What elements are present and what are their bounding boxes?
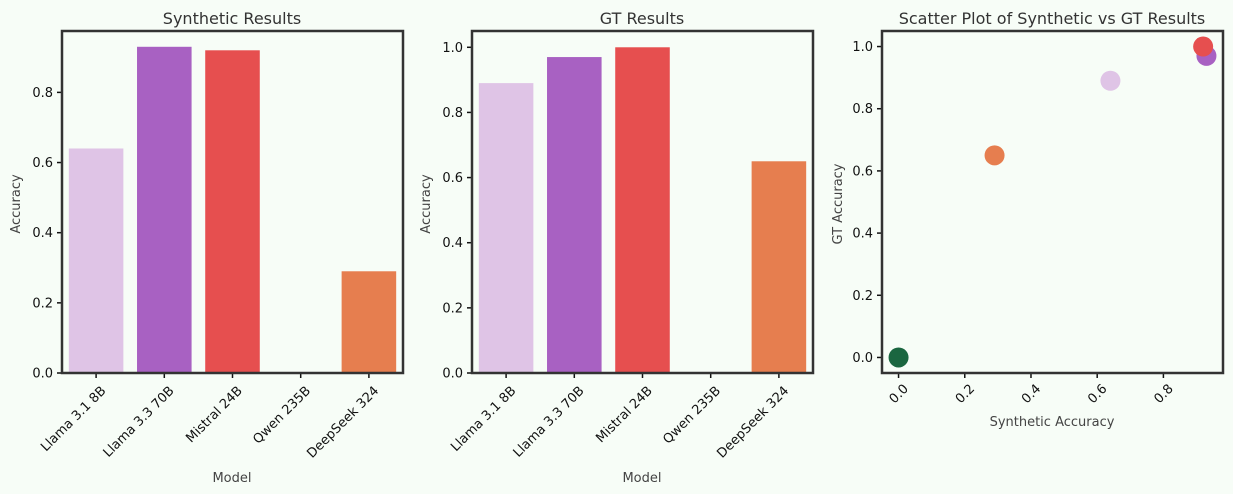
y-tick-label: 0.4 <box>852 227 873 242</box>
x-tick-label: 0.8 <box>1151 382 1176 407</box>
chart-title: Synthetic Results <box>163 9 301 28</box>
x-tick-label: 0.6 <box>1085 382 1110 407</box>
x-tick-label: Llama 3.1 8B <box>448 384 519 455</box>
synthetic-results-chart: Synthetic Results Model Accuracy Llama 3… <box>9 9 405 486</box>
x-tick-label: Qwen 235B <box>250 384 314 448</box>
y-tick-label: 0.2 <box>442 301 463 316</box>
x-tick-label: Llama 3.1 8B <box>38 384 109 455</box>
y-tick-label: 0.6 <box>32 156 53 171</box>
x-tick-label: 0.4 <box>1019 382 1044 407</box>
y-axis-label: Accuracy <box>419 174 434 234</box>
plot-frame <box>470 29 815 375</box>
x-tick-label: Llama 3.3 70B <box>511 384 588 461</box>
x-tick-label: Mistral 24B <box>183 384 245 446</box>
x-tick-label: Llama 3.3 70B <box>101 384 178 461</box>
bar <box>68 148 124 373</box>
x-tick-label: Mistral 24B <box>593 384 655 446</box>
x-axis-label: Synthetic Accuracy <box>990 415 1115 430</box>
scatter-point <box>1100 70 1121 91</box>
y-tick-label: 0.8 <box>32 86 53 101</box>
y-tick-label: 0.6 <box>442 171 463 186</box>
x-tick-label: DeepSeek 324 <box>304 384 382 462</box>
y-tick-label: 0.6 <box>852 164 873 179</box>
scatter-point <box>1193 36 1214 57</box>
y-tick-label: 0.4 <box>32 226 53 241</box>
x-tick-label: 0.2 <box>953 382 978 407</box>
x-tick-label: DeepSeek 324 <box>714 384 792 462</box>
bar <box>478 83 534 373</box>
y-tick-label: 0.2 <box>32 296 53 311</box>
y-axis-label: GT Accuracy <box>831 163 846 244</box>
bar <box>341 271 397 373</box>
bar <box>547 57 602 374</box>
chart-title: GT Results <box>600 9 684 28</box>
x-axis-label: Model <box>212 471 251 486</box>
y-tick-label: 0.8 <box>442 106 463 121</box>
y-axis-label: Accuracy <box>9 174 24 234</box>
y-tick-label: 1.0 <box>852 40 873 55</box>
scatter-point <box>888 347 909 368</box>
x-axis-label: Model <box>622 471 661 486</box>
bar <box>751 161 807 373</box>
gt-results-chart: GT Results Model Accuracy Llama 3.1 8BLl… <box>419 9 815 486</box>
y-tick-label: 0.8 <box>852 102 873 117</box>
bar <box>137 46 192 374</box>
y-tick-label: 0.0 <box>32 367 53 382</box>
x-tick-label: Qwen 235B <box>660 384 724 448</box>
plot-frame <box>60 29 405 375</box>
plot-frame <box>880 29 1225 375</box>
y-tick-label: 0.0 <box>442 367 463 382</box>
chart-title: Scatter Plot of Synthetic vs GT Results <box>899 9 1206 28</box>
scatter-chart: Scatter Plot of Synthetic vs GT Results … <box>831 9 1225 430</box>
y-tick-label: 0.0 <box>852 351 873 366</box>
scatter-point <box>984 145 1005 166</box>
y-tick-label: 1.0 <box>442 41 463 56</box>
bar <box>615 47 670 374</box>
bar <box>205 50 260 374</box>
x-tick-label: 0.0 <box>887 382 912 407</box>
y-tick-label: 0.2 <box>852 289 873 304</box>
y-tick-label: 0.4 <box>442 236 463 251</box>
